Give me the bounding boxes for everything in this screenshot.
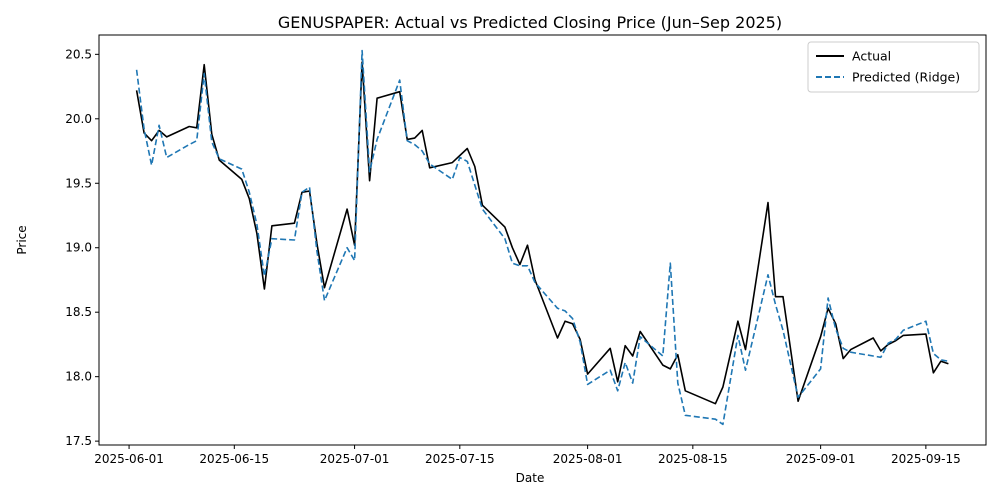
y-tick-label: 20.5: [65, 47, 92, 61]
plot-area: [135, 49, 949, 426]
x-tick-label: 2025-07-15: [425, 452, 495, 466]
y-tick-label: 18.5: [65, 305, 92, 319]
legend-label-actual: Actual: [852, 49, 891, 64]
x-axis: 2025-06-01 2025-06-15 2025-07-01 2025-07-15…: [94, 445, 961, 466]
y-tick-label: 19.5: [65, 176, 92, 190]
legend: Actual Predicted (Ridge): [807, 41, 980, 93]
x-tick-label: 2025-07-01: [320, 452, 390, 466]
x-tick-label: 2025-08-01: [553, 452, 623, 466]
series-line-actual: [135, 61, 949, 405]
y-axis-title: Price: [15, 225, 29, 254]
x-tick-label: 2025-09-01: [786, 452, 856, 466]
plot-frame: [98, 34, 987, 446]
legend-label-predicted: Predicted (Ridge): [852, 70, 960, 85]
y-tick-label: 18.0: [65, 370, 92, 384]
y-tick-label: 20.0: [65, 112, 92, 126]
x-tick-label: 2025-06-15: [199, 452, 269, 466]
x-tick-label: 2025-06-01: [94, 452, 164, 466]
legend-box: [807, 41, 980, 93]
x-tick-label: 2025-09-15: [891, 452, 961, 466]
x-axis-title: Date: [516, 471, 545, 485]
x-tick-label: 2025-08-15: [658, 452, 728, 466]
chart-title: GENUSPAPER: Actual vs Predicted Closing …: [278, 13, 782, 32]
y-tick-label: 17.5: [65, 434, 92, 448]
y-tick-label: 19.0: [65, 241, 92, 255]
series-line-predicted: [135, 49, 949, 426]
y-axis: 17.5 18.0 18.5 19.0 19.5 20.0 20.5: [65, 47, 99, 448]
